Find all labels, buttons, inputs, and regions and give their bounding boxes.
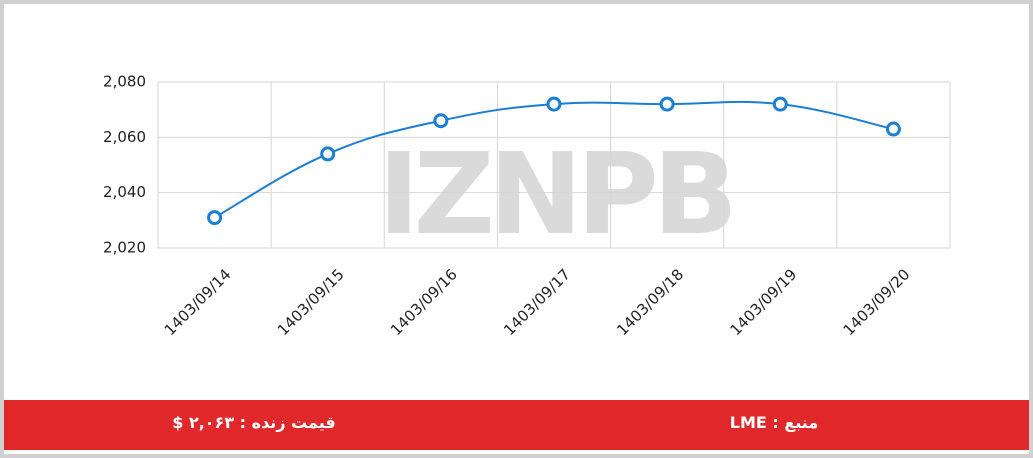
x-tick-label: 1403/09/16 xyxy=(387,265,461,339)
point xyxy=(546,96,562,112)
point xyxy=(320,146,336,162)
x-tick-label: 1403/09/20 xyxy=(840,265,914,339)
y-tick-label: 2,040 xyxy=(103,183,146,201)
y-tick-label: 2,060 xyxy=(103,128,146,146)
point xyxy=(659,96,675,112)
x-tick-label: 1403/09/17 xyxy=(500,265,574,339)
x-tick-label: 1403/09/19 xyxy=(726,265,800,339)
source-label: منبع : LME xyxy=(729,413,819,432)
point xyxy=(885,121,901,137)
point xyxy=(207,210,223,226)
y-tick-label: 2,020 xyxy=(103,239,146,257)
point xyxy=(772,96,788,112)
chart: IZNPB 2,020 2,040 2,060 2,080 1403/09/14 1403… xyxy=(103,73,951,339)
x-tick-label: 1403/09/15 xyxy=(274,265,348,339)
x-tick-label: 1403/09/18 xyxy=(613,265,687,339)
point xyxy=(433,113,449,129)
x-tick-label: 1403/09/14 xyxy=(161,265,235,339)
price-label: قیمت زنده : ۲,۰۶۳ $ xyxy=(172,413,336,432)
y-tick-label: 2,080 xyxy=(103,73,146,91)
footer: قیمت زنده : ۲,۰۶۳ $ منبع : LME xyxy=(4,400,1029,450)
watermark: IZNPB xyxy=(378,130,732,260)
